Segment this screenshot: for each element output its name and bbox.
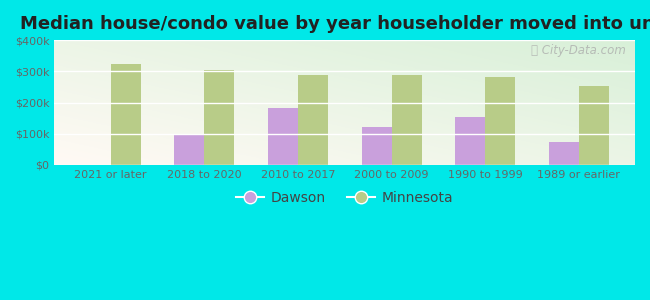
Bar bbox=[549, 142, 578, 165]
Bar bbox=[268, 108, 298, 165]
Bar bbox=[298, 75, 328, 165]
Bar bbox=[361, 127, 391, 165]
Bar bbox=[455, 118, 485, 165]
Title: Median house/condo value by year householder moved into unit: Median house/condo value by year househo… bbox=[20, 15, 650, 33]
Bar bbox=[174, 135, 204, 165]
Text: ⓘ City-Data.com: ⓘ City-Data.com bbox=[532, 44, 627, 57]
Bar bbox=[391, 75, 421, 165]
Legend: Dawson, Minnesota: Dawson, Minnesota bbox=[231, 185, 459, 210]
Bar bbox=[485, 76, 515, 165]
Bar bbox=[111, 64, 140, 165]
Bar bbox=[578, 86, 609, 165]
Bar bbox=[204, 70, 234, 165]
